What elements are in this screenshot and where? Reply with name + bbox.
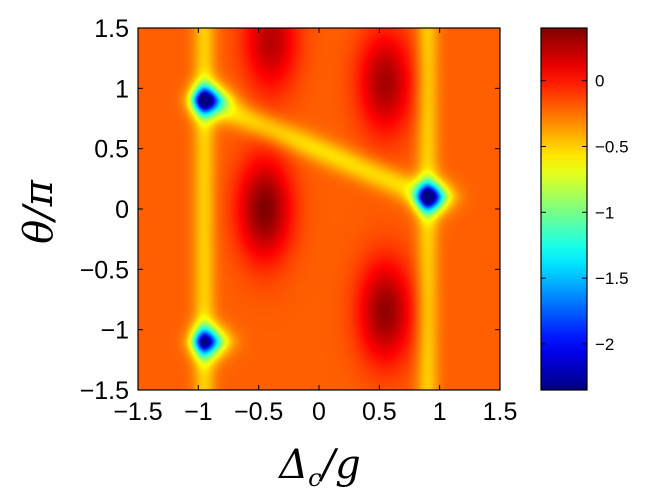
y-axis-label: θ/π [16, 179, 62, 244]
x-tick-label: 0.5 [362, 398, 397, 426]
y-tick-label: 1 [115, 75, 129, 103]
x-axis-label: Δc/g [277, 442, 360, 492]
x-tick-label: 0 [312, 398, 326, 426]
heatmap-image [138, 28, 500, 390]
y-tick-label: −0.5 [80, 256, 129, 284]
colorbar-tick-label: −0.5 [595, 137, 629, 156]
y-axis-ticks: 1.5 1 0.5 0 −0.5 −1 −1.5 [80, 15, 500, 405]
colorbar-tick-label: −1.5 [595, 269, 629, 288]
colorbar-frame [540, 27, 588, 391]
colorbar: 0 −0.5 −1 −1.5 −2 [540, 27, 629, 391]
x-tick-label: 1 [433, 398, 447, 426]
y-tick-label: 1.5 [94, 15, 129, 43]
x-tick-label: −1 [184, 398, 213, 426]
colorbar-fill [541, 28, 587, 390]
x-tick-label: 1.5 [483, 398, 518, 426]
colorbar-tick-label: 0 [595, 72, 604, 91]
colorbar-tick-label: −2 [595, 335, 614, 354]
colorbar-ticks: 0 −0.5 −1 −1.5 −2 [541, 72, 629, 354]
y-tick-label: 0.5 [94, 136, 129, 164]
x-tick-label: −1.5 [113, 398, 162, 426]
heatmap [137, 27, 501, 391]
x-tick-label: −0.5 [234, 398, 283, 426]
y-tick-label: 0 [115, 196, 129, 224]
y-tick-label: −1 [100, 317, 129, 345]
colorbar-tick-label: −1 [595, 203, 614, 222]
x-axis-ticks: −1.5 −1 −0.5 0 0.5 1 1.5 [113, 28, 517, 426]
y-tick-label: −1.5 [80, 377, 129, 405]
